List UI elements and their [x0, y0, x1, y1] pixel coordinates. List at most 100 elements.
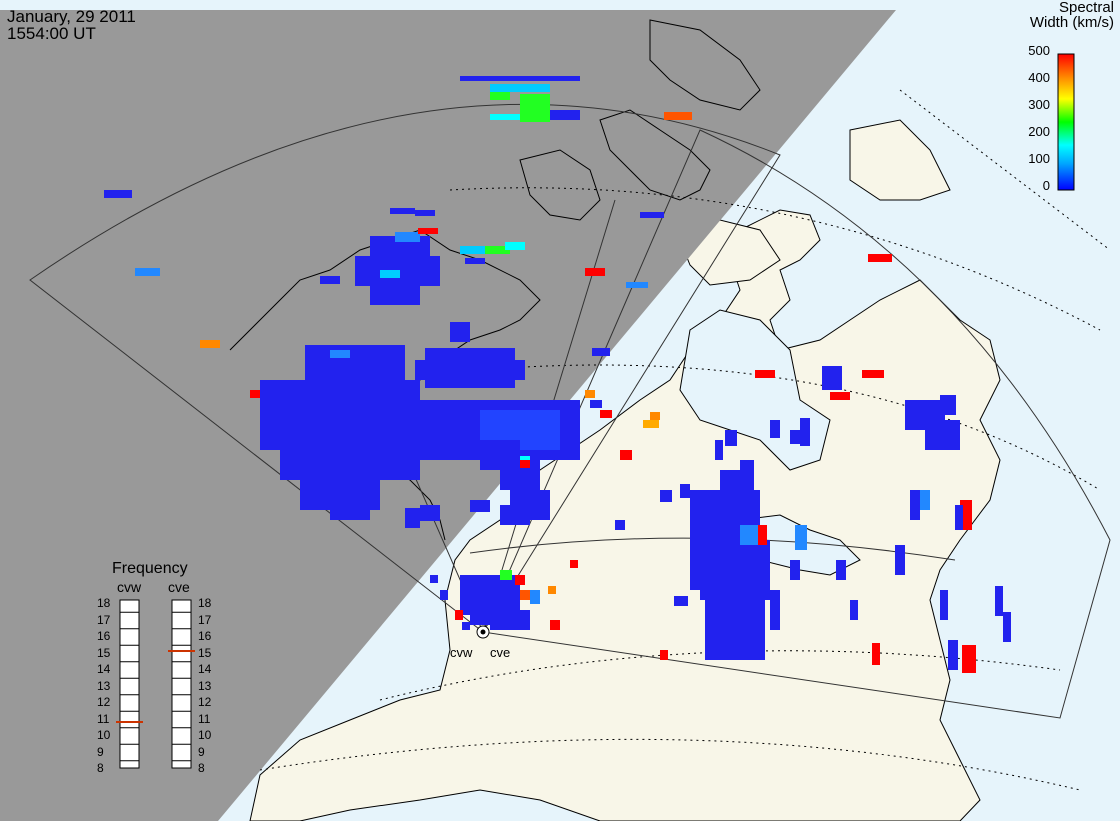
frequency-radar-cve: cve	[168, 579, 190, 595]
scatter-cell	[415, 360, 525, 380]
scatter-cell	[520, 94, 550, 122]
scatter-cell	[948, 640, 958, 670]
scatter-cell	[395, 232, 420, 242]
scatter-cell	[770, 590, 780, 630]
frequency-scale-label-right: 12	[198, 695, 212, 709]
scatter-cell	[740, 525, 758, 545]
radar-site-marker	[476, 625, 490, 639]
scatter-cell	[795, 525, 807, 550]
scatter-cell	[380, 270, 400, 278]
scatter-cell	[940, 590, 948, 620]
scatter-cell	[520, 460, 530, 468]
scatter-cell	[962, 645, 976, 673]
frequency-scale-label-left: 10	[97, 728, 111, 742]
scatter-cell	[418, 228, 438, 234]
colorbar-title-line1: Spectral	[1058, 0, 1114, 16]
scatter-cell	[790, 560, 800, 580]
scatter-cell	[250, 390, 264, 398]
scatter-cell	[660, 490, 672, 502]
time-label: 1554:00 UT	[7, 24, 96, 43]
scatter-cell	[940, 395, 956, 415]
scatter-cell	[868, 254, 892, 262]
frequency-scale-label-left: 8	[97, 761, 104, 775]
scatter-cell	[505, 242, 525, 250]
frequency-scale-label-right: 8	[198, 761, 205, 775]
scatter-cell	[490, 610, 530, 630]
colorbar-tick: 500	[1028, 43, 1050, 58]
frequency-scale-label-right: 10	[198, 728, 212, 742]
frequency-scale-label-left: 15	[97, 645, 111, 660]
colorbar-tick: 100	[1028, 151, 1050, 166]
scatter-cell	[200, 340, 220, 348]
frequency-scale-label-left: 17	[97, 612, 111, 627]
scatter-cell	[674, 596, 688, 606]
scatter-cell	[462, 622, 470, 630]
scatter-cell	[370, 285, 420, 305]
scatter-cell	[770, 420, 780, 438]
scatter-cell	[800, 418, 810, 446]
scatter-cell	[470, 500, 490, 512]
scatter-cell	[530, 590, 540, 604]
scatter-cell	[664, 112, 692, 120]
scatter-cell	[620, 450, 632, 460]
scatter-cell	[390, 208, 415, 214]
scatter-cell	[465, 258, 485, 264]
frequency-scale-label-left: 14	[97, 662, 111, 676]
frequency-scale-label-left: 12	[97, 695, 111, 709]
scatter-cell	[570, 560, 578, 568]
scatter-cell	[485, 246, 510, 254]
frequency-title: Frequency	[112, 560, 188, 577]
scatter-cell	[715, 440, 723, 460]
scatter-cell	[415, 210, 435, 216]
scatter-cell	[643, 420, 659, 428]
scatter-cell	[910, 490, 920, 520]
scatter-cell	[650, 412, 660, 420]
scatter-cell	[500, 570, 512, 580]
scatter-cell	[405, 508, 420, 528]
colorbar-tick: 200	[1028, 124, 1050, 139]
scatter-cell	[995, 586, 1003, 616]
scatter-cell	[925, 420, 960, 450]
date-label: January, 29 2011	[7, 7, 136, 26]
scatter-cell	[455, 610, 463, 620]
frequency-scale-label-right: 13	[198, 678, 212, 693]
scatter-cell	[500, 505, 530, 525]
scatter-cell	[725, 430, 737, 446]
colorbar-tick: 300	[1028, 97, 1050, 112]
scatter-cell	[626, 282, 648, 288]
frequency-scale-label-right: 17	[198, 612, 212, 627]
frequency-ticks	[120, 611, 191, 762]
scatter-cell	[862, 370, 884, 378]
scatter-cell	[548, 586, 556, 594]
frequency-scale-label-right: 14	[198, 662, 212, 676]
scatter-cell	[515, 575, 525, 585]
scatter-cell	[490, 84, 550, 92]
scatter-cell	[550, 620, 560, 630]
scatter-cell	[830, 392, 850, 400]
radar-label-cve: cve	[490, 645, 510, 660]
scatter-cell	[850, 600, 858, 620]
scatter-cell	[550, 110, 580, 120]
frequency-scale-label-left: 13	[97, 678, 111, 693]
scatter-cell	[490, 114, 520, 120]
scatter-cell	[585, 268, 605, 276]
radar-label-cvw: cvw	[450, 645, 473, 660]
scatter-cell	[920, 490, 930, 510]
scatter-cell	[680, 484, 690, 498]
frequency-scale-label-right: 9	[198, 744, 205, 759]
frequency-scale-label-left: 16	[97, 629, 111, 643]
frequency-scale-label-right: 18	[198, 596, 212, 610]
colorbar-title: Spectral Width (km/s)	[994, 0, 1114, 30]
scatter-cell	[450, 322, 470, 342]
scatter-cells	[104, 76, 1011, 673]
scatter-cell	[1003, 612, 1011, 642]
scatter-cell	[430, 575, 438, 583]
colorbar-gradient	[1057, 53, 1075, 191]
scatter-cell	[640, 212, 664, 218]
scatter-cell	[895, 545, 905, 575]
colorbar-tick: 0	[1042, 178, 1050, 193]
scatter-cell	[600, 410, 612, 418]
scatter-cell	[440, 590, 448, 600]
scatter-cell	[660, 650, 668, 660]
